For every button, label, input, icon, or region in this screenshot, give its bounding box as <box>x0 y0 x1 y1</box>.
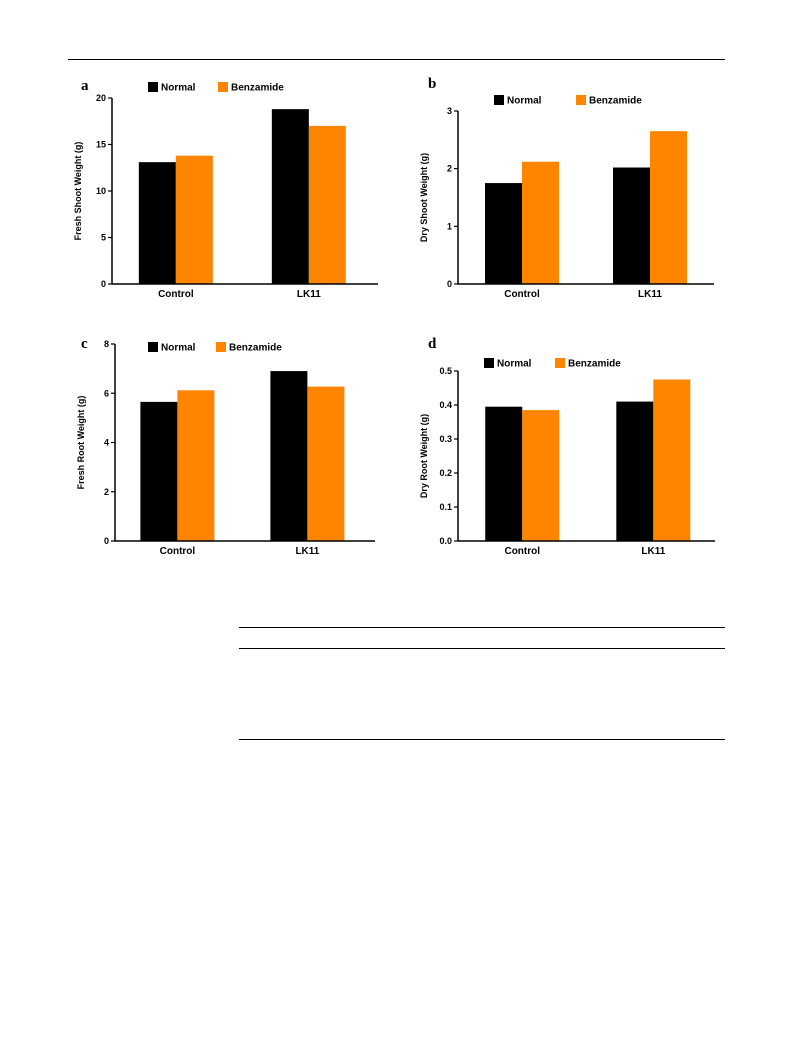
y-tick-label-b: 3 <box>447 106 452 116</box>
bar-normal-lk11-a <box>271 109 309 284</box>
y-tick-label-c: 6 <box>104 388 109 398</box>
table-bottom-rule <box>239 739 725 740</box>
y-tick-label-d: 0.5 <box>439 366 452 376</box>
y-tick-label-b: 1 <box>447 221 452 231</box>
category-label-control-d: Control <box>504 546 540 557</box>
bar-benzamide-control-a <box>175 155 213 284</box>
y-tick-label-a: 15 <box>96 140 106 150</box>
legend-swatch-benzamide-d <box>555 358 565 368</box>
panel-letter-c: c <box>81 336 88 352</box>
bar-benzamide-lk11-a <box>308 125 346 285</box>
y-axis-label-b: Dry Shoot Weight (g) <box>419 153 429 242</box>
page-header-rule <box>68 59 725 60</box>
category-label-lk11-a: LK11 <box>297 289 321 300</box>
legend-swatch-normal-d <box>484 358 494 368</box>
y-tick-label-c: 8 <box>104 339 109 349</box>
bar-normal-control-c <box>140 401 178 541</box>
bar-benzamide-control-d <box>522 410 560 541</box>
category-label-control-c: Control <box>160 546 196 557</box>
bar-benzamide-lk11-c <box>307 386 345 541</box>
legend-swatch-benzamide-b <box>576 95 586 105</box>
y-tick-label-b: 2 <box>447 164 452 174</box>
legend-swatch-normal-b <box>494 95 504 105</box>
legend-label-benzamide-d: Benzamide <box>568 359 621 370</box>
y-tick-label-a: 5 <box>101 233 106 243</box>
legend-label-benzamide-a: Benzamide <box>231 83 284 94</box>
legend-swatch-benzamide-c <box>216 342 226 352</box>
legend-label-normal-d: Normal <box>497 359 532 370</box>
table-top-rule <box>239 627 725 628</box>
category-label-control-a: Control <box>158 289 194 300</box>
legend-swatch-normal-c <box>148 342 158 352</box>
y-axis-label-d: Dry Root Weight (g) <box>419 414 429 498</box>
y-tick-label-a: 20 <box>96 93 106 103</box>
y-tick-label-d: 0.3 <box>439 434 452 444</box>
legend-label-normal-c: Normal <box>161 343 196 354</box>
bar-benzamide-lk11-b <box>650 131 687 284</box>
y-tick-label-d: 0.0 <box>439 536 452 546</box>
panel-letter-d: d <box>428 336 437 352</box>
bar-normal-control-a <box>138 162 176 284</box>
category-label-lk11-c: LK11 <box>295 546 319 557</box>
legend-label-normal-a: Normal <box>161 83 196 94</box>
table-header-rule <box>239 648 725 649</box>
bar-normal-lk11-d <box>616 401 654 541</box>
y-tick-label-a: 0 <box>101 279 106 289</box>
y-tick-label-c: 0 <box>104 536 109 546</box>
bar-benzamide-control-b <box>522 161 559 284</box>
y-axis-label-a: Fresh Shoot Weight (g) <box>73 142 83 241</box>
bar-normal-control-d <box>485 406 523 541</box>
bar-normal-control-b <box>485 183 522 284</box>
panel-letter-a: a <box>81 78 89 94</box>
y-tick-label-a: 10 <box>96 186 106 196</box>
legend-swatch-normal-a <box>148 82 158 92</box>
bar-normal-lk11-c <box>270 371 308 541</box>
legend-swatch-benzamide-a <box>218 82 228 92</box>
y-tick-label-d: 0.4 <box>439 400 452 410</box>
legend-label-benzamide-c: Benzamide <box>229 343 282 354</box>
y-tick-label-c: 4 <box>104 438 109 448</box>
legend-label-benzamide-b: Benzamide <box>589 96 642 107</box>
y-tick-label-c: 2 <box>104 487 109 497</box>
category-label-control-b: Control <box>504 289 540 300</box>
y-tick-label-d: 0.1 <box>439 502 452 512</box>
bar-normal-lk11-b <box>613 167 650 284</box>
y-tick-label-d: 0.2 <box>439 468 452 478</box>
legend-label-normal-b: Normal <box>507 96 542 107</box>
category-label-lk11-d: LK11 <box>641 546 665 557</box>
bar-benzamide-control-c <box>177 390 215 541</box>
category-label-lk11-b: LK11 <box>638 289 662 300</box>
panel-letter-b: b <box>428 76 436 92</box>
y-axis-label-c: Fresh Root Weight (g) <box>76 396 86 490</box>
bar-benzamide-lk11-d <box>653 379 691 541</box>
y-tick-label-b: 0 <box>447 279 452 289</box>
